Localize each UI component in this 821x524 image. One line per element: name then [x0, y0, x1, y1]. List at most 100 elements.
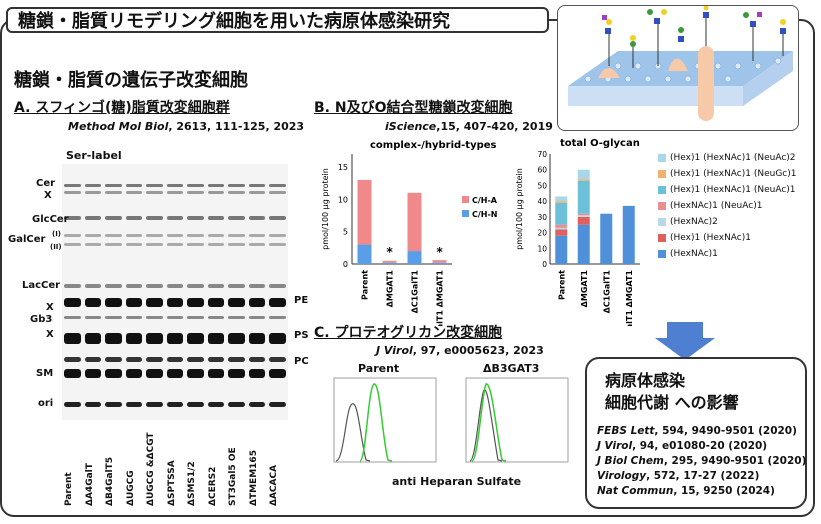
tlc-band: [166, 369, 184, 378]
chart2-bar: [577, 216, 590, 225]
chart2-ytick: 70: [537, 150, 547, 159]
label-laccer: LacCer: [22, 280, 61, 291]
chart1-ylabel: pmol/100 µg protein: [321, 168, 330, 250]
chart2-ytick: 0: [542, 260, 547, 269]
tlc-band: [166, 191, 184, 194]
tlc-band: [187, 284, 204, 288]
tlc-band: [146, 191, 163, 194]
chart1-ytick: 15: [338, 163, 348, 172]
tlc-band: [207, 234, 225, 237]
tlc-band: [64, 216, 81, 220]
tlc-band: [269, 216, 286, 220]
lane-label: ΔSMS1/2: [187, 461, 197, 506]
tlc-band: [125, 284, 143, 288]
tlc-band: [228, 402, 245, 407]
tlc-band: [248, 333, 266, 344]
chart2-svg: total O-glycan 0 10 20 30 40 50 60 70 pmol/100 µg…: [515, 138, 640, 353]
tlc-band: [187, 369, 204, 378]
tlc-band: [105, 402, 122, 407]
chart2-bar: [555, 202, 568, 225]
membrane-drawing: [568, 6, 793, 121]
chart2-legend-swatch: [658, 202, 666, 210]
impact-ref-journal: Virology: [597, 470, 647, 482]
chart2-legend-label: (Hex)1 (HexNAc)1 (NeuGc)1: [670, 169, 797, 179]
tlc-band: [146, 216, 163, 220]
tlc-band: [187, 402, 204, 407]
impact-ref-details: , 295, 9490-9501 (2020): [663, 455, 807, 467]
tlc-band: [207, 284, 225, 288]
tlc-band: [125, 369, 143, 378]
lane-label: ΔCERS2: [207, 466, 218, 506]
tlc-band: [269, 402, 286, 407]
tlc-band: [207, 316, 225, 319]
tlc-band: [187, 191, 204, 194]
tlc-band: [84, 333, 102, 344]
chart2-legend-item: (HexNAc)1: [658, 246, 818, 262]
panel-b-citation: iScience,15, 407-420, 2019: [385, 120, 553, 133]
tlc-band: [269, 184, 286, 187]
impact-ref: FEBS Lett, 594, 9490-9501 (2020): [597, 425, 797, 437]
tlc-band: [248, 357, 266, 362]
tlc-band: [64, 369, 81, 378]
chart2-bar: [577, 224, 590, 264]
tlc-band: [105, 184, 122, 187]
tlc-band: [125, 191, 143, 194]
chart2-xtick: ΔC1GalT1: [602, 270, 611, 314]
tlc-band: [228, 333, 245, 344]
impact-ref: J Biol Chem, 295, 9490-9501 (2020): [597, 455, 806, 467]
label-cer: Cer: [36, 178, 56, 189]
chart2-ylabel: pmol/100 µg protein: [515, 168, 524, 250]
tlc-band: [64, 184, 81, 187]
tlc-band: [125, 316, 143, 319]
label-ps: PS: [294, 330, 309, 341]
tlc-band: [187, 184, 204, 187]
chart2-legend-item: (HexNAc)2: [658, 214, 818, 230]
lane-label: ΔA4GalT: [84, 463, 95, 506]
impact-ref-details: , 94, e01080-20 (2020): [632, 440, 768, 452]
tlc-band: [146, 243, 163, 246]
panel-c-citation-rest: , 97, e0005623, 2023: [412, 344, 544, 357]
chart2-title: total O-glycan: [560, 138, 640, 149]
tlc-band: [228, 191, 245, 194]
tlc-band: [187, 316, 204, 319]
label-x2: X: [46, 302, 54, 313]
tlc-band: [207, 357, 225, 362]
chart2-legend-swatch: [658, 154, 666, 162]
impact-ref: Nat Commun, 15, 9250 (2024): [597, 485, 775, 497]
tlc-band: [228, 184, 245, 187]
chart2-legend-item: (Hex)1 (HexNAc)1 (NeuAc)2: [658, 150, 818, 166]
chart2-ytick: 10: [537, 244, 547, 253]
tlc-band: [187, 243, 204, 246]
tlc-band: [105, 333, 122, 344]
chart2-bar: [555, 235, 568, 264]
tlc-band: [187, 216, 204, 220]
histogram-b3gat3: [465, 377, 569, 463]
chart2-legend-label: (Hex)1 (HexNAc)1 (NeuAc)2: [670, 153, 796, 163]
tlc-band: [207, 191, 225, 194]
impact-ref-journal: J Biol Chem: [597, 455, 664, 467]
chart2-legend-item: (Hex)1 (HexNAc)1 (NeuAc)1: [658, 182, 818, 198]
tlc-band: [228, 234, 245, 237]
tlc-band: [146, 234, 163, 237]
tlc-band: [84, 184, 102, 187]
chart2-legend-item: (HexNAc)1 (NeuAc)1: [658, 198, 818, 214]
tlc-band: [248, 402, 266, 407]
tlc-band: [146, 284, 163, 288]
tlc-band: [207, 243, 225, 246]
lane-label: ΔUGCG &ΔCGT: [146, 432, 156, 506]
tlc-band: [269, 316, 286, 319]
tlc-band: [105, 369, 122, 378]
chart-complex-hybrid: complex-/hybrid-types 0 5 10 15 pmol/100 µg p…: [310, 136, 530, 353]
tlc-band: [146, 333, 163, 344]
chart2-ytick: 20: [537, 229, 547, 238]
panel-c-journal: J Virol: [376, 344, 413, 357]
chart2-legend-swatch: [658, 250, 666, 258]
tlc-plate: [62, 164, 288, 420]
tlc-band: [269, 234, 286, 237]
tlc-band: [228, 316, 245, 319]
flow-svg: [333, 377, 569, 463]
tlc-band: [269, 284, 286, 288]
chart2-legend-swatch: [658, 234, 666, 242]
tlc-band: [84, 243, 102, 246]
chart2-legend-label: (Hex)1 (HexNAc)1 (NeuAc)1: [670, 185, 796, 195]
